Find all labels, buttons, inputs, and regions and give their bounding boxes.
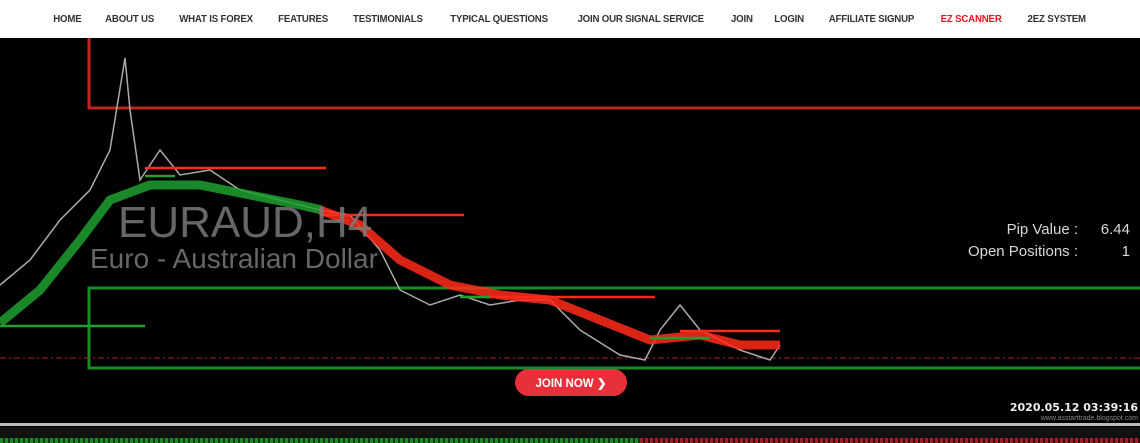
- chart-video: EURAUD,H4 Euro - Australian Dollar Pip V…: [0, 38, 1140, 427]
- open-positions-label: Open Positions :: [967, 243, 1078, 260]
- nav-login[interactable]: LOGIN: [774, 13, 805, 25]
- pip-value-label: Pip Value :: [1006, 221, 1078, 238]
- top-nav: HOME ABOUT US WHAT IS FOREX FEATURES TES…: [0, 0, 1140, 38]
- pip-value-row: Pip Value : 6.44: [1007, 221, 1130, 238]
- video-progress-bar[interactable]: [0, 423, 1140, 426]
- bullish-dots: [0, 438, 640, 443]
- moving-average-bullish: [0, 180, 323, 327]
- nav-join[interactable]: JOIN: [730, 13, 753, 25]
- join-now-button[interactable]: JOIN NOW ❯: [515, 369, 627, 396]
- signal-levels: [0, 166, 780, 340]
- price-line: [0, 57, 781, 361]
- open-positions: 1: [1121, 243, 1130, 260]
- nav-typical-questions[interactable]: TYPICAL QUESTIONS: [450, 13, 548, 25]
- indicator-strip: [0, 427, 1140, 443]
- nav-home[interactable]: HOME: [53, 13, 82, 25]
- chart-description: Euro - Australian Dollar: [90, 243, 378, 274]
- chart-canvas: [0, 38, 1140, 370]
- bearish-dots: [640, 438, 1140, 443]
- nav-2ez-system[interactable]: 2EZ SYSTEM: [1027, 13, 1086, 25]
- nav-ez-scanner[interactable]: EZ SCANNER: [940, 13, 1002, 25]
- nav-features[interactable]: FEATURES: [278, 13, 329, 25]
- moving-average-bearish: [318, 205, 780, 350]
- nav-about-us[interactable]: ABOUT US: [104, 13, 154, 25]
- nav-join-signal-service[interactable]: JOIN OUR SIGNAL SERVICE: [577, 13, 705, 25]
- nav-affiliate-signup[interactable]: AFFILIATE SIGNUP: [829, 13, 915, 25]
- nav-what-is-forex[interactable]: WHAT IS FOREX: [179, 13, 253, 25]
- pip-value: 6.44: [1100, 221, 1130, 238]
- chart-symbol: EURAUD,H4: [118, 198, 373, 247]
- nav-testimonials[interactable]: TESTIMONIALS: [353, 13, 423, 25]
- watermark: www.asstarttrade.blogspot.com: [1040, 415, 1138, 422]
- resistance-zone: [87, 38, 1140, 110]
- timestamp: 2020.05.12 03:39:16: [1009, 401, 1138, 414]
- open-positions-row: Open Positions : 1: [968, 243, 1130, 260]
- support-zone: [87, 286, 1140, 370]
